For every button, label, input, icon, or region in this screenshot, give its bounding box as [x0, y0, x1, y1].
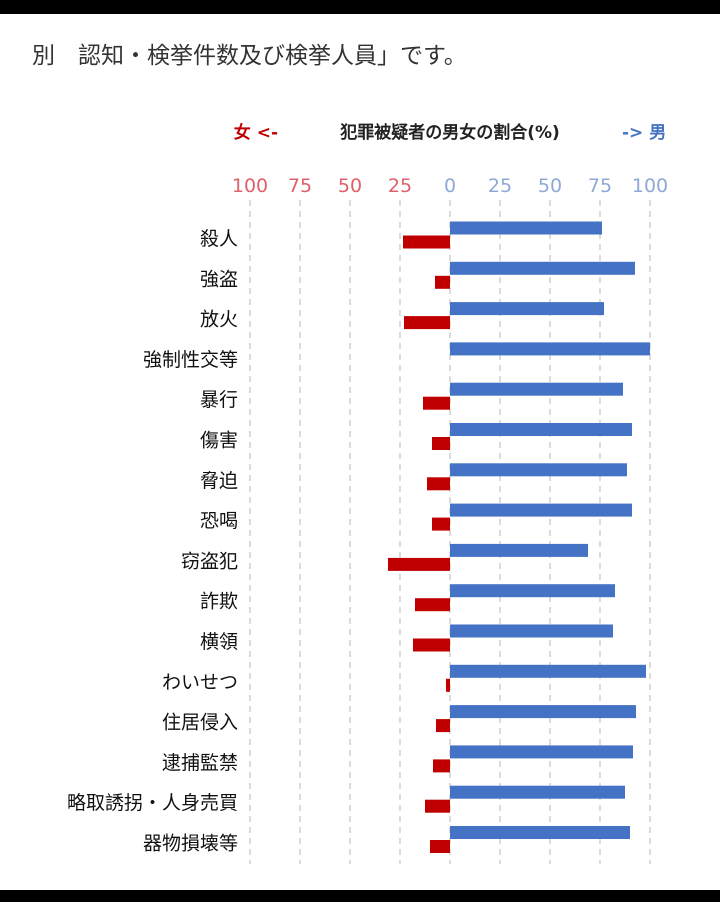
category-label: 器物損壊等: [143, 833, 238, 855]
male-bar: [450, 423, 632, 436]
male-bar: [450, 705, 636, 719]
x-tick-label-female: 25: [388, 175, 412, 197]
caption-text: 別 認知・検挙件数及び検挙人員」です。: [32, 43, 467, 69]
female-bar: [427, 477, 450, 491]
category-label: 強制性交等: [143, 349, 238, 371]
female-bar: [415, 598, 450, 612]
male-bar: [450, 463, 627, 477]
female-axis-label: 女 <-: [234, 122, 278, 143]
category-label: 窃盗犯: [181, 550, 238, 572]
female-bar: [413, 638, 450, 652]
x-tick-label-male: 50: [538, 175, 562, 197]
x-tick-label-female: 75: [288, 175, 312, 197]
category-label: わいせつ: [162, 671, 238, 693]
male-axis-label: -> 男: [622, 123, 666, 143]
x-tick-label-female: 100: [232, 175, 268, 197]
gender-ratio-chart: 女 <- 犯罪被疑者の男女の割合(%) -> 男 100 75 50 25 0 25 50 7…: [67, 122, 668, 864]
chart-title: 犯罪被疑者の男女の割合(%): [339, 122, 560, 143]
female-bar: [433, 759, 450, 773]
category-label: 暴行: [200, 389, 238, 411]
male-bar: [450, 745, 633, 759]
category-label: 略取誘拐・人身売買: [67, 792, 238, 814]
category-label: 詐欺: [200, 591, 238, 613]
male-bar: [450, 261, 635, 275]
category-label: 強盗: [200, 268, 238, 290]
screenshot-frame: 別 認知・検挙件数及び検挙人員」です。 女 <- 犯罪被疑者の男女の割合(%) …: [0, 14, 720, 890]
category-label: 傷害: [200, 430, 238, 452]
x-tick-label-female: 50: [338, 175, 362, 197]
female-bar: [403, 235, 450, 249]
category-label: 放火: [200, 309, 238, 331]
category-label: 住居侵入: [162, 712, 238, 734]
male-bar: [450, 584, 615, 598]
male-bar: [450, 785, 625, 799]
female-bar: [435, 275, 450, 289]
category-label: 恐喝: [200, 510, 238, 532]
x-tick-label-male: 100: [632, 175, 668, 197]
male-bar: [450, 302, 604, 316]
male-bar: [450, 664, 646, 678]
male-bar: [450, 826, 630, 839]
x-tick-label-male: 0: [444, 175, 456, 197]
x-tick-labels: 100 75 50 25 0 25 50 75 100: [232, 175, 668, 197]
x-tick-label-male: 75: [588, 175, 612, 197]
male-bar: [450, 624, 613, 638]
category-label: 殺人: [200, 228, 238, 250]
female-bar: [432, 437, 450, 450]
category-label: 脅迫: [200, 470, 238, 492]
female-bar: [430, 840, 450, 853]
male-bar: [450, 221, 602, 235]
female-bar: [423, 396, 450, 410]
male-bar: [450, 342, 650, 356]
female-bar: [436, 719, 450, 733]
male-bar: [450, 382, 623, 396]
female-bar: [404, 316, 450, 330]
category-label: 逮捕監禁: [162, 752, 238, 774]
male-bar: [450, 503, 632, 517]
female-bar: [425, 799, 450, 813]
category-label: 横領: [200, 631, 238, 653]
female-bar: [388, 557, 450, 571]
female-bar: [446, 678, 450, 692]
female-bar: [432, 517, 450, 531]
male-bar: [450, 543, 588, 557]
bars: [388, 221, 650, 853]
x-tick-label-male: 25: [488, 175, 512, 197]
category-labels: 殺人強盗放火強制性交等暴行傷害脅迫恐喝窃盗犯詐欺横領わいせつ住居侵入逮捕監禁略取…: [67, 228, 238, 855]
